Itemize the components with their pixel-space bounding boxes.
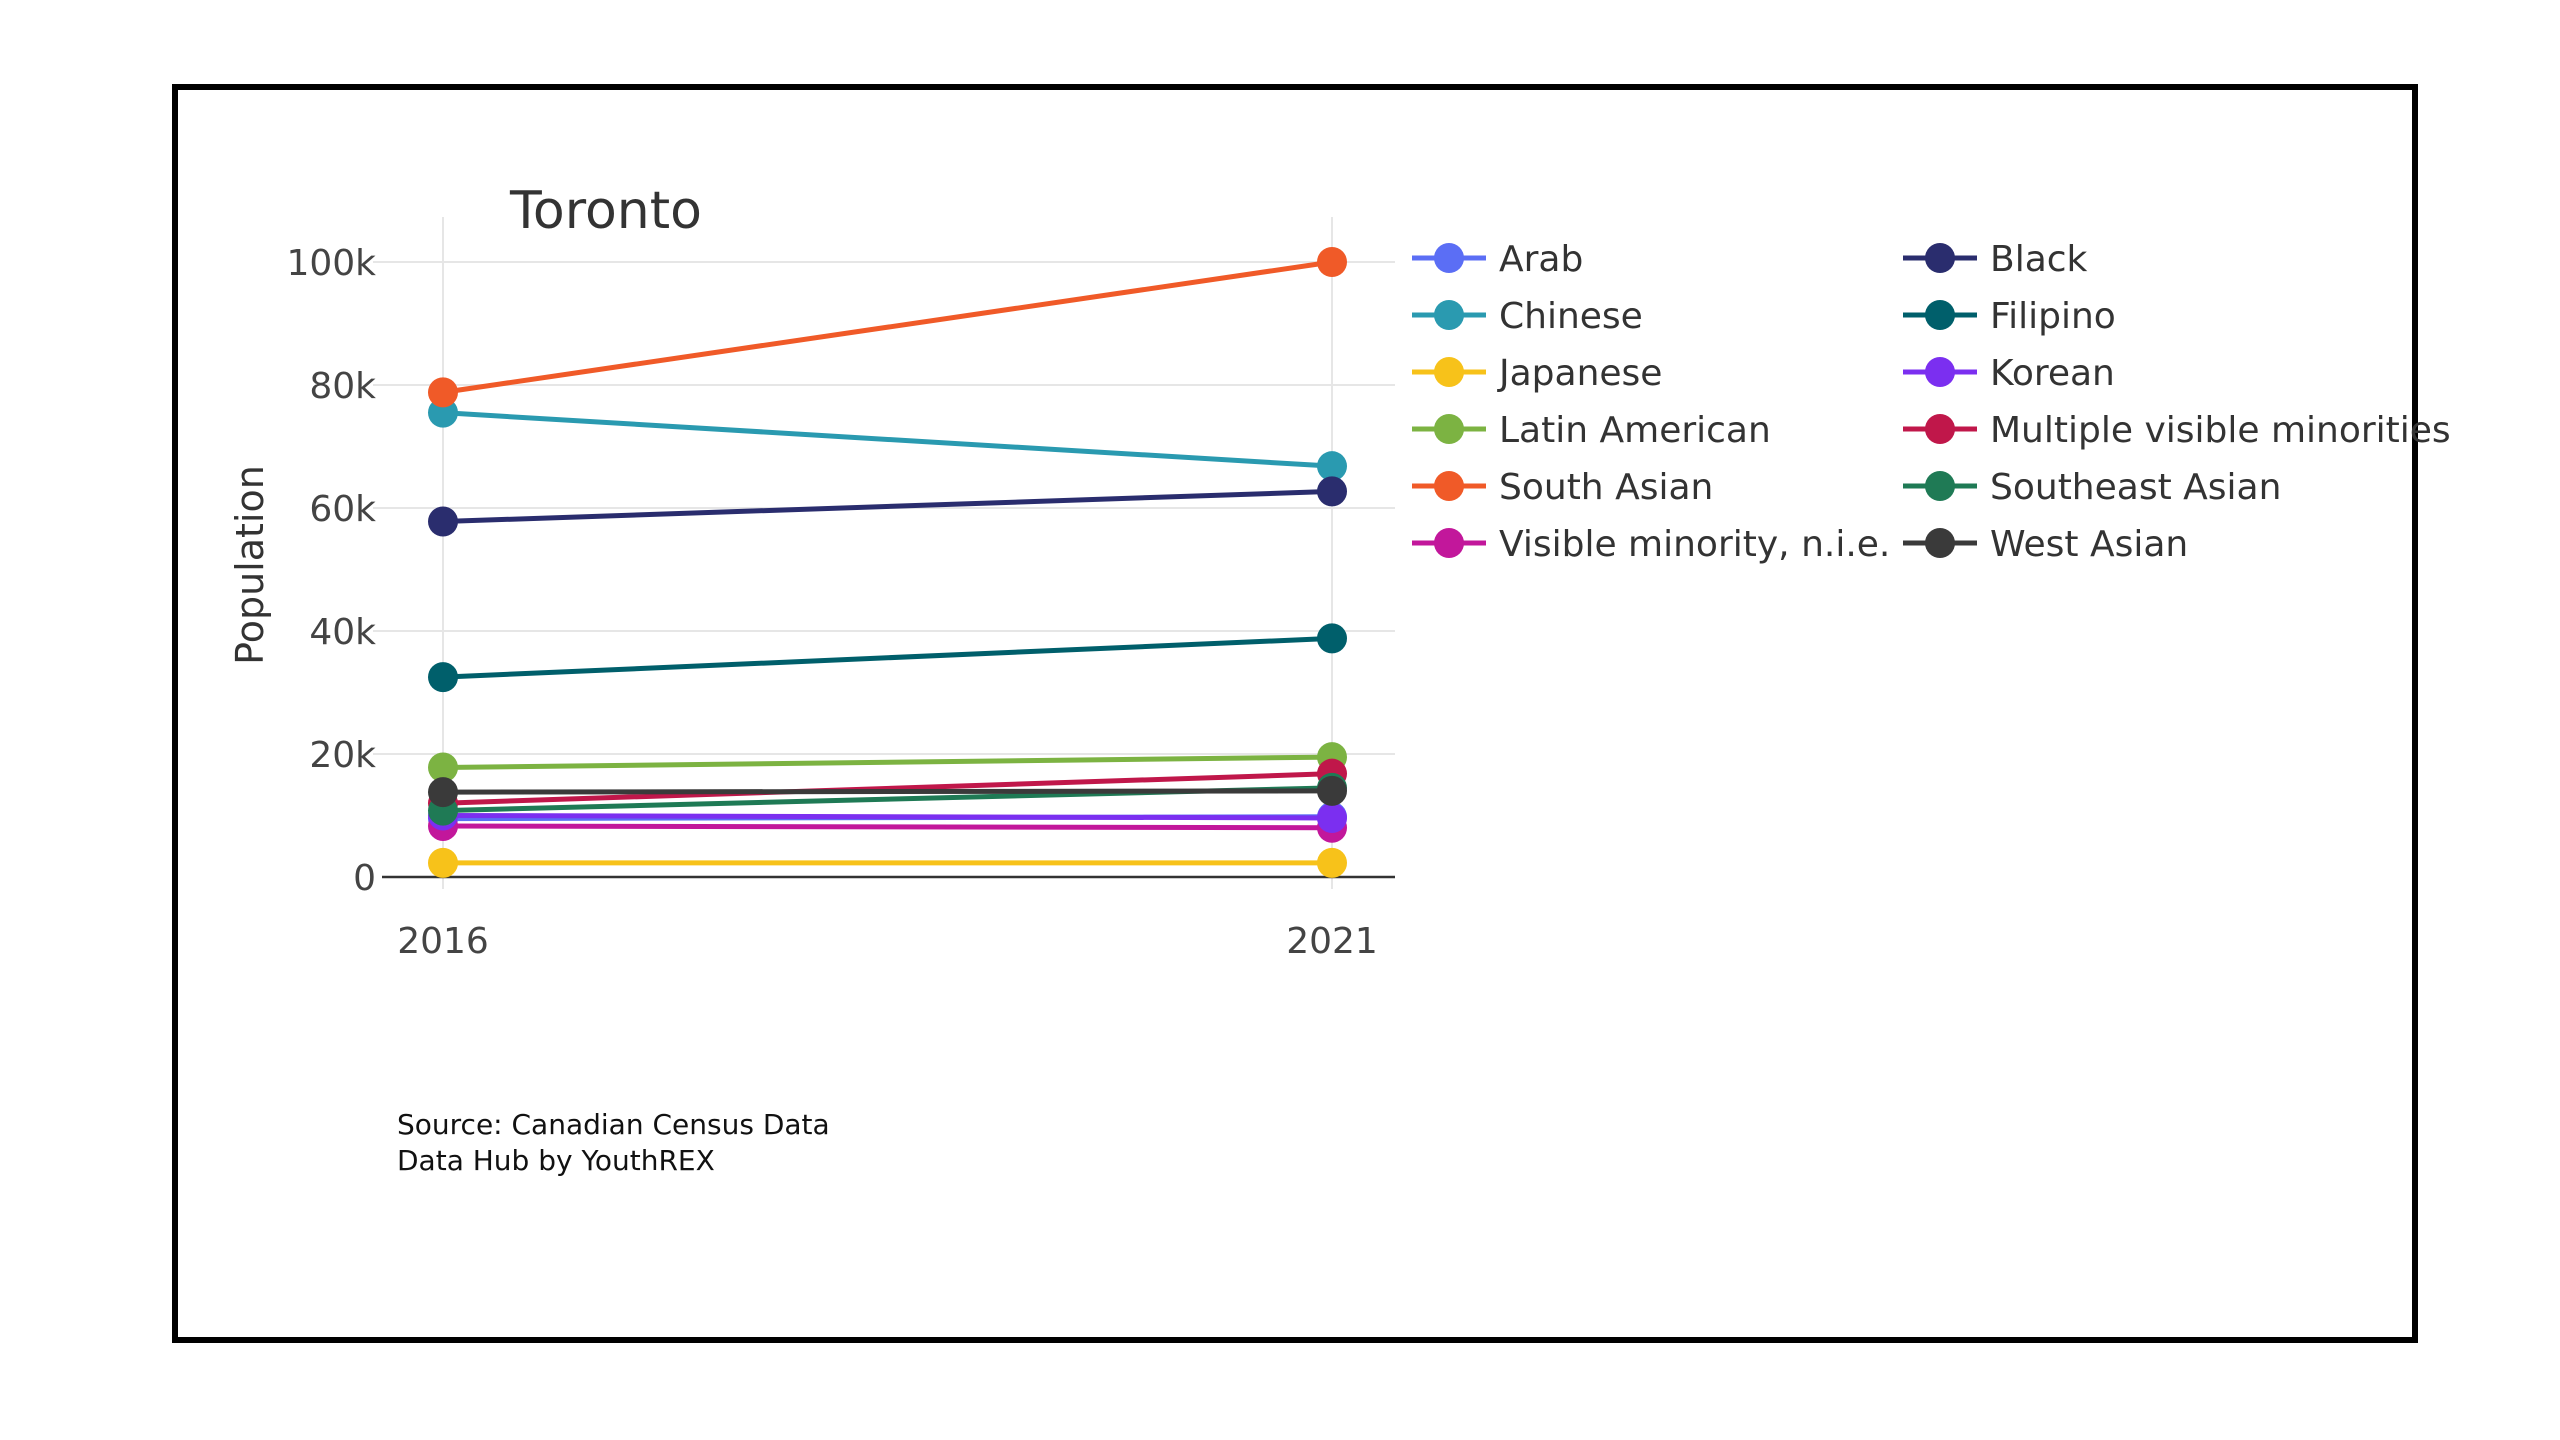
data-point-west-asian <box>428 777 458 808</box>
series-line-multiple-visible-minorities <box>442 771 1333 806</box>
legend-layer: Arab Chinese Japanese Latin American South A… <box>1412 239 2451 565</box>
legend-item-visible-minority-n-i-e[interactable]: Visible minority, n.i.e. <box>1412 524 1890 565</box>
legend-item-arab[interactable]: Arab <box>1412 239 1583 280</box>
legend-label: Southeast Asian <box>1990 467 2281 508</box>
source-credit: Data Hub by YouthREX <box>397 1144 715 1177</box>
legend-swatch-marker <box>1434 300 1464 330</box>
legend-item-latin-american[interactable]: Latin American <box>1412 410 1771 451</box>
legend-label: Filipino <box>1990 296 2116 337</box>
data-point-latin-american <box>428 752 458 783</box>
y-axis-label: Population <box>228 465 272 665</box>
legend-label: South Asian <box>1499 467 1713 508</box>
chart-frame <box>172 84 2418 1343</box>
legend-label: Arab <box>1499 239 1583 280</box>
legend-item-japanese[interactable]: Japanese <box>1412 353 1662 394</box>
data-point-japanese <box>428 847 458 878</box>
series-layer <box>428 247 1347 878</box>
legend-swatch-marker <box>1925 243 1955 273</box>
legend-label: Korean <box>1990 353 2115 394</box>
data-point-south-asian <box>428 377 458 408</box>
legend-item-multiple-visible-minorities[interactable]: Multiple visible minorities <box>1903 410 2451 451</box>
legend-swatch-marker <box>1434 528 1464 558</box>
legend-swatch-marker <box>1434 471 1464 501</box>
legend-swatch-marker <box>1925 414 1955 444</box>
axis-layer: 0 20k 40k 60k 80k 100k 2016 2021 <box>286 243 1395 962</box>
legend-item-filipino[interactable]: Filipino <box>1903 296 2116 337</box>
data-point-japanese <box>1317 847 1347 878</box>
data-point-filipino <box>1317 623 1347 654</box>
legend-label: Chinese <box>1499 296 1643 337</box>
series-line-black <box>442 488 1333 525</box>
y-tick-label: 20k <box>309 735 376 776</box>
series-line-south-asian <box>442 259 1333 395</box>
source-line: Source: Canadian Census Data <box>397 1108 830 1141</box>
y-tick-label: 40k <box>309 612 376 653</box>
legend-item-southeast-asian[interactable]: Southeast Asian <box>1903 467 2281 508</box>
chart-title: Toronto <box>509 181 702 241</box>
data-point-west-asian <box>1317 775 1347 806</box>
legend-item-korean[interactable]: Korean <box>1903 353 2115 394</box>
legend-label: Visible minority, n.i.e. <box>1499 524 1890 565</box>
x-tick-label: 2016 <box>397 921 489 962</box>
legend-label: Japanese <box>1497 353 1662 394</box>
y-tick-label: 60k <box>309 489 376 530</box>
legend-label: Latin American <box>1499 410 1771 451</box>
data-point-black <box>1317 476 1347 507</box>
data-point-black <box>428 506 458 537</box>
legend-swatch-marker <box>1925 300 1955 330</box>
series-line-visible-minority-n-i-e <box>442 823 1333 831</box>
legend-label: West Asian <box>1990 524 2188 565</box>
series-line-west-asian <box>442 788 1333 795</box>
data-point-chinese <box>1317 451 1347 482</box>
legend-swatch-marker <box>1925 357 1955 387</box>
legend-item-chinese[interactable]: Chinese <box>1412 296 1643 337</box>
legend-label: Black <box>1990 239 2088 280</box>
series-line-chinese <box>442 410 1333 469</box>
series-line-filipino <box>442 635 1333 680</box>
data-point-korean <box>1317 802 1347 833</box>
data-point-filipino <box>428 662 458 693</box>
legend-swatch-marker <box>1434 414 1464 444</box>
y-tick-label: 80k <box>309 366 376 407</box>
legend-item-black[interactable]: Black <box>1903 239 2088 280</box>
legend-swatch-marker <box>1925 471 1955 501</box>
y-tick-label: 0 <box>353 858 376 899</box>
series-line-korean <box>442 813 1333 821</box>
series-line-latin-american <box>442 754 1333 771</box>
legend-label: Multiple visible minorities <box>1990 410 2451 451</box>
y-tick-label: 100k <box>286 243 376 284</box>
x-tick-label: 2021 <box>1286 921 1378 962</box>
data-point-south-asian <box>1317 247 1347 277</box>
legend-item-west-asian[interactable]: West Asian <box>1903 524 2188 565</box>
legend-swatch-marker <box>1925 528 1955 558</box>
legend-swatch-marker <box>1434 243 1464 273</box>
legend-item-south-asian[interactable]: South Asian <box>1412 467 1713 508</box>
legend-swatch-marker <box>1434 357 1464 387</box>
